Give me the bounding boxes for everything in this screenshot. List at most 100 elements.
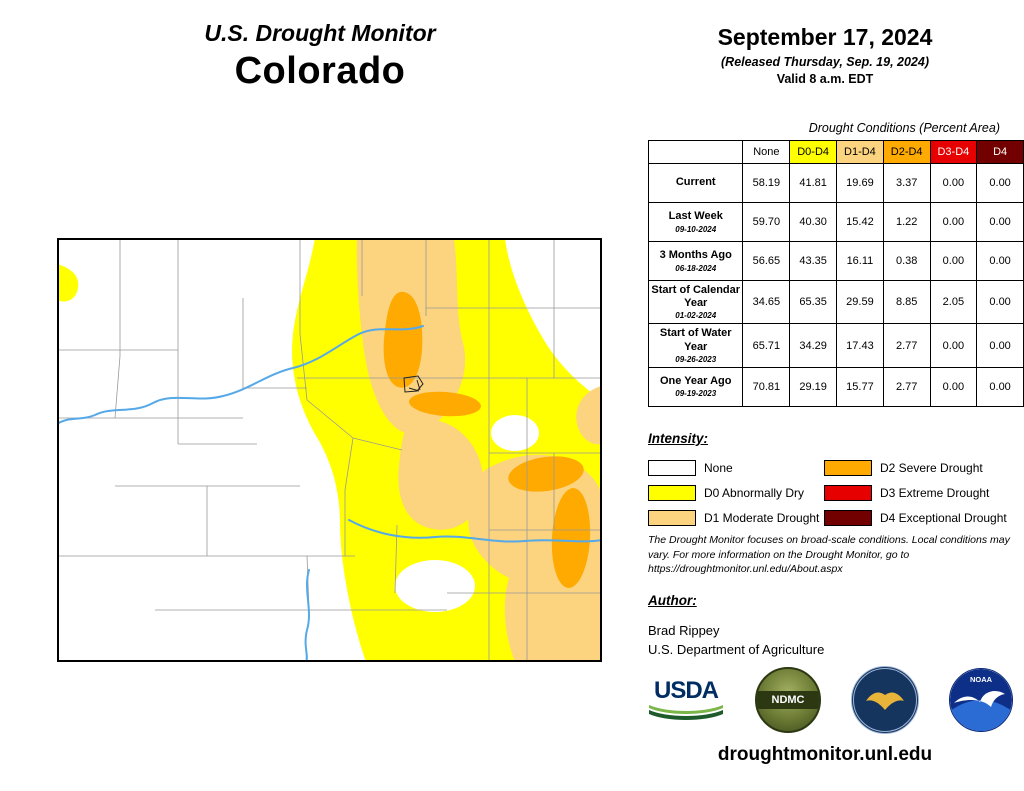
- col-header-d3-d4: D3-D4: [929, 140, 978, 164]
- author-heading: Author:: [648, 593, 697, 608]
- ndmc-wordmark: NDMC: [757, 691, 819, 709]
- usda-logo: USDA: [647, 679, 725, 721]
- cell-value: 0.00: [976, 323, 1024, 368]
- svg-text:NOAA: NOAA: [970, 675, 993, 684]
- legend-item-d2: D2 Severe Drought: [824, 459, 1014, 476]
- table-row-start-water-year: Start of Water Year 09-26-2023 65.71 34.…: [647, 323, 1024, 368]
- col-header-d4: D4: [976, 140, 1024, 164]
- cell-value: 15.77: [836, 366, 884, 407]
- cell-value: 59.70: [742, 202, 791, 242]
- author-block: Author: Brad Rippey U.S. Department of A…: [648, 592, 824, 657]
- cell-value: 2.77: [882, 366, 931, 407]
- none-swatch: [648, 459, 696, 476]
- drought-conditions-table: None D0-D4 D1-D4 D2-D4 D3-D4 D4 Current …: [647, 140, 1024, 407]
- cell-value: 34.29: [789, 323, 838, 368]
- col-header-d0-d4: D0-D4: [789, 140, 838, 164]
- cell-value: 0.00: [976, 279, 1024, 325]
- ndmc-logo: NDMC: [755, 667, 821, 733]
- cell-value: 8.85: [882, 279, 931, 325]
- logo-row: USDA NDMC NOAA: [645, 666, 1015, 734]
- noaa-emblem-icon: NOAA: [950, 669, 1012, 731]
- cell-value: 1.22: [882, 202, 931, 242]
- legend-item-d3: D3 Extreme Drought: [824, 484, 1014, 501]
- col-header-none: None: [742, 140, 791, 164]
- cell-value: 17.43: [836, 323, 884, 368]
- d3-swatch: [824, 484, 872, 501]
- noaa-logo: NOAA: [949, 668, 1013, 732]
- cell-value: 65.35: [789, 279, 838, 325]
- row-date: 01-02-2024: [675, 311, 717, 321]
- disclaimer-text: The Drought Monitor focuses on broad-sca…: [648, 534, 1010, 576]
- row-date: 09-19-2023: [675, 389, 717, 399]
- cell-value: 70.81: [742, 366, 791, 407]
- legend-item-d4: D4 Exceptional Drought: [824, 509, 1014, 526]
- cell-value: 0.00: [929, 202, 978, 242]
- commerce-seal-icon: [851, 666, 919, 734]
- cell-value: 0.00: [976, 163, 1024, 203]
- cell-value: 0.00: [929, 366, 978, 407]
- cell-value: 0.00: [929, 241, 978, 281]
- d1-swatch: [648, 509, 696, 526]
- valid-time: Valid 8 a.m. EDT: [776, 72, 874, 86]
- cell-value: 29.19: [789, 366, 838, 407]
- rio-grande-river: [304, 569, 310, 663]
- cell-value: 29.59: [836, 279, 884, 325]
- intensity-legend: Intensity: None D0 Abnormally Dry D1 Mod…: [648, 430, 1014, 530]
- row-label: Start of Calendar Year: [651, 284, 741, 310]
- d2-swatch: [824, 459, 872, 476]
- table-row-start-calendar-year: Start of Calendar Year 01-02-2024 34.65 …: [647, 279, 1024, 325]
- denver-county-cluster: [403, 375, 424, 393]
- author-name: Brad Rippey: [648, 623, 720, 638]
- date-block: September 17, 2024 (Released Thursday, S…: [640, 24, 1010, 86]
- cell-value: 41.81: [789, 163, 838, 203]
- map-svg: [56, 238, 603, 663]
- title-block: U.S. Drought Monitor Colorado: [10, 20, 630, 93]
- cell-value: 65.71: [742, 323, 791, 368]
- cell-value: 58.19: [742, 163, 791, 203]
- row-date: 06-18-2024: [675, 263, 717, 273]
- arkansas-river: [348, 519, 603, 543]
- table-row-3-months-ago: 3 Months Ago 06-18-2024 56.65 43.35 16.1…: [647, 241, 1024, 281]
- map-date: September 17, 2024: [717, 24, 933, 50]
- cell-value: 0.00: [976, 366, 1024, 407]
- cell-value: 2.05: [929, 279, 978, 325]
- table-row-one-year-ago: One Year Ago 09-19-2023 70.81 29.19 15.7…: [647, 366, 1024, 407]
- cell-value: 0.00: [976, 241, 1024, 281]
- col-header-blank: [647, 140, 744, 164]
- state-name: Colorado: [234, 50, 406, 92]
- row-label: Current: [675, 175, 716, 188]
- cell-value: 2.77: [882, 323, 931, 368]
- cell-value: 0.38: [882, 241, 931, 281]
- cell-value: 56.65: [742, 241, 791, 281]
- usda-swoosh-icon: [649, 705, 723, 720]
- row-label: One Year Ago: [659, 375, 732, 388]
- usda-wordmark: USDA: [653, 677, 719, 704]
- legend-item-d0: D0 Abnormally Dry: [648, 484, 824, 501]
- cell-value: 3.37: [882, 163, 931, 203]
- cell-value: 16.11: [836, 241, 884, 281]
- cell-value: 43.35: [789, 241, 838, 281]
- row-date: 09-10-2024: [675, 224, 717, 234]
- state-border: [57, 238, 602, 662]
- author-org: U.S. Department of Agriculture: [648, 642, 825, 657]
- col-header-d1-d4: D1-D4: [836, 140, 884, 164]
- cell-value: 0.00: [929, 163, 978, 203]
- cell-value: 40.30: [789, 202, 838, 242]
- table-row-current: Current 58.19 41.81 19.69 3.37 0.00 0.00: [647, 163, 1024, 203]
- legend-item-none: None: [648, 459, 824, 476]
- cell-value: 15.42: [836, 202, 884, 242]
- intensity-heading: Intensity:: [648, 431, 709, 446]
- colorado-river: [56, 325, 424, 425]
- cell-value: 19.69: [836, 163, 884, 203]
- d0-swatch: [648, 484, 696, 501]
- row-label: 3 Months Ago: [659, 249, 732, 262]
- d4-swatch: [824, 509, 872, 526]
- cell-value: 34.65: [742, 279, 791, 325]
- rivers: [56, 325, 603, 663]
- table-row-last-week: Last Week 09-10-2024 59.70 40.30 15.42 1…: [647, 202, 1024, 242]
- d2-regions: [383, 291, 591, 588]
- cell-value: 0.00: [929, 323, 978, 368]
- cell-value: 0.00: [976, 202, 1024, 242]
- row-label: Last Week: [668, 210, 723, 223]
